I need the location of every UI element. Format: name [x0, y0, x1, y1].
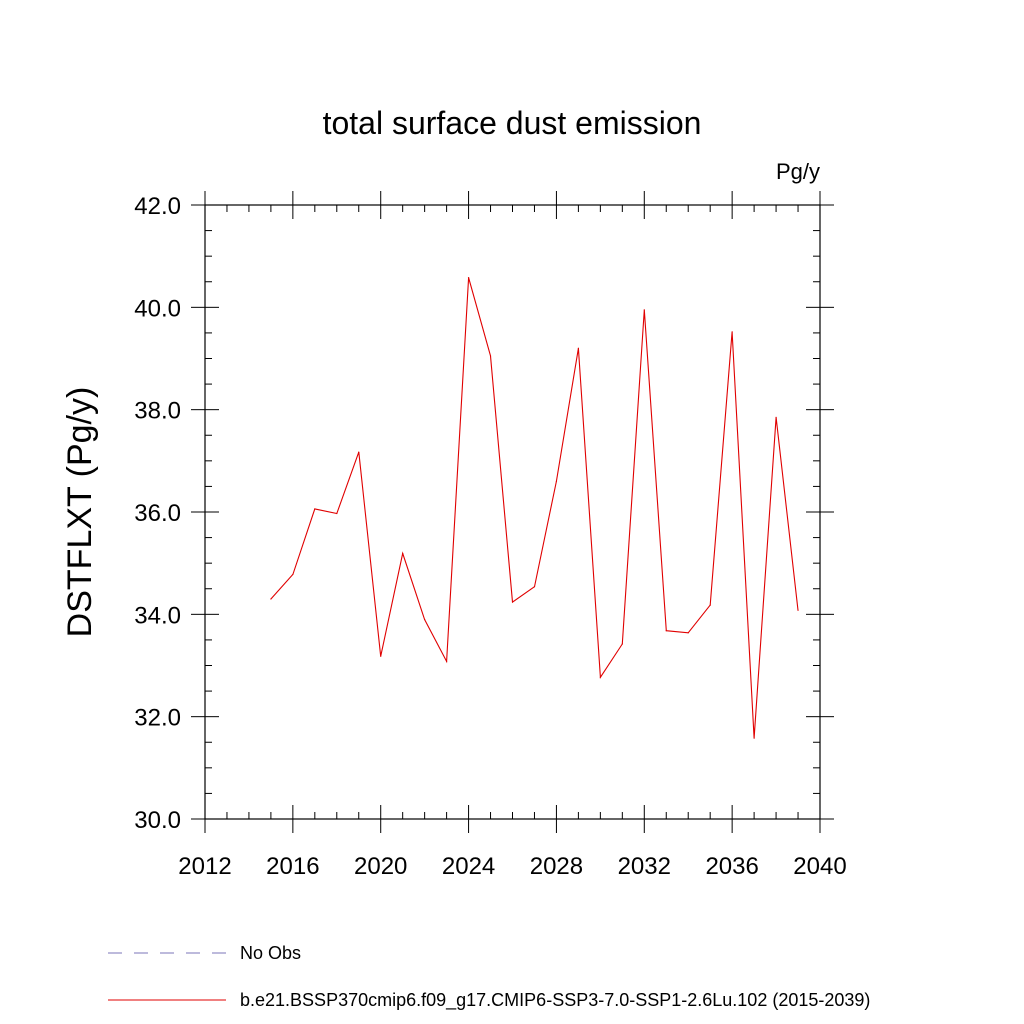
x-tick-label: 2040 — [793, 853, 846, 880]
x-tick-label: 2036 — [705, 853, 758, 880]
data-point — [643, 309, 645, 311]
axis-tick-labels: 2012 2016 2020 2024 2028 2032 2036 2040 30.0 32.0… — [134, 193, 846, 880]
legend: No Obs b.e21.BSSP370cmip6.f09_g17.CMIP6-S… — [108, 943, 870, 1011]
data-point — [775, 416, 777, 418]
axis-ticks — [191, 191, 834, 833]
data-point — [599, 676, 601, 678]
data-point — [314, 508, 316, 510]
y-tick-label: 30.0 — [134, 807, 181, 834]
data-point — [533, 586, 536, 588]
x-tick-label: 2016 — [266, 853, 319, 880]
data-point — [402, 552, 404, 555]
data-point — [687, 632, 689, 634]
data-lines — [270, 277, 799, 739]
data-point — [336, 512, 338, 515]
y-tick-label: 38.0 — [134, 398, 181, 425]
data-point — [270, 598, 272, 600]
x-tick-label: 2012 — [178, 853, 231, 880]
data-point — [621, 643, 623, 645]
series-line — [270, 277, 799, 739]
y-tick-label: 42.0 — [134, 193, 181, 220]
data-point — [358, 451, 360, 453]
plot-frame — [204, 204, 821, 820]
data-point — [731, 331, 733, 333]
data-point — [380, 655, 382, 657]
legend-label: b.e21.BSSP370cmip6.f09_g17.CMIP6-SSP3-7.… — [240, 990, 870, 1011]
data-point — [665, 630, 667, 632]
legend-label: No Obs — [240, 943, 301, 963]
x-tick-label: 2024 — [442, 853, 495, 880]
data-point — [292, 573, 294, 576]
data-point — [797, 609, 799, 611]
data-point — [577, 347, 579, 349]
x-tick-label: 2020 — [354, 853, 407, 880]
data-point — [753, 737, 755, 739]
data-point — [511, 601, 514, 603]
x-tick-label: 2032 — [618, 853, 671, 880]
data-point — [424, 618, 426, 621]
y-tick-label: 34.0 — [134, 602, 181, 629]
y-tick-label: 32.0 — [134, 705, 181, 732]
y-tick-label: 40.0 — [134, 295, 181, 322]
x-tick-label: 2028 — [530, 853, 583, 880]
units-label: Pg/y — [776, 159, 820, 184]
data-point — [489, 355, 492, 357]
y-tick-label: 36.0 — [134, 500, 181, 527]
y-axis-label: DSTFLXT (Pg/y) — [61, 387, 99, 638]
data-point — [446, 660, 448, 663]
data-point — [709, 604, 711, 606]
chart-title: total surface dust emission — [323, 105, 702, 141]
data-point — [555, 480, 558, 482]
data-point — [467, 277, 470, 279]
